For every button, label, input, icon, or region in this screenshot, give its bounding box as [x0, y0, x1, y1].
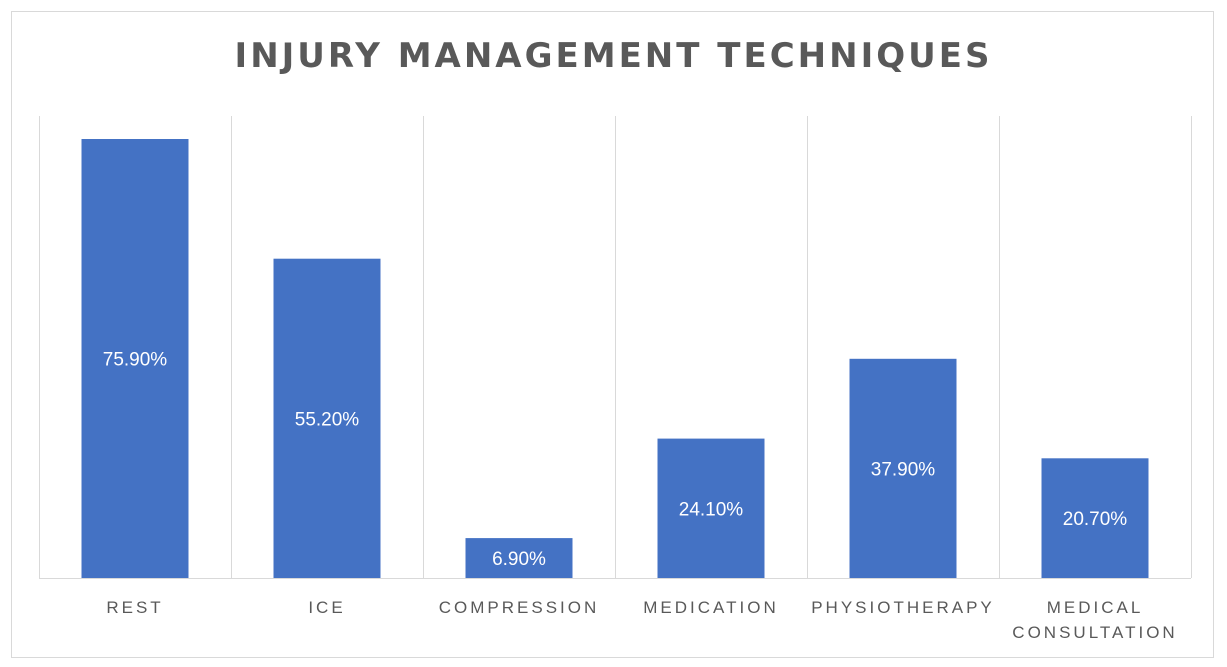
x-tick-label: REST — [106, 598, 163, 617]
x-tick-label: CONSULTATION — [1012, 623, 1177, 642]
data-label: 75.90% — [103, 350, 168, 371]
bar-ice — [273, 258, 381, 578]
bar-medical-consultation — [1041, 458, 1149, 578]
x-tick-label: ICE — [308, 598, 345, 617]
chart-title: INJURY MANAGEMENT TECHNIQUES — [234, 36, 993, 76]
x-tick-label: COMPRESSION — [439, 598, 600, 617]
data-label: 37.90% — [871, 459, 936, 480]
bar-compression — [465, 538, 573, 578]
x-tick-label: MEDICAL — [1047, 598, 1144, 617]
data-label: 24.10% — [679, 499, 744, 520]
data-label: 55.20% — [295, 409, 360, 430]
x-tick-label: PHYSIOTHERAPY — [811, 598, 995, 617]
bar-physiotherapy — [849, 358, 957, 578]
data-label: 6.90% — [492, 549, 546, 570]
bar-rest — [81, 139, 189, 578]
x-tick-label: MEDICATION — [643, 598, 778, 617]
chart-frame — [11, 11, 1214, 658]
data-label: 20.70% — [1063, 509, 1128, 530]
bar-medication — [657, 438, 765, 578]
